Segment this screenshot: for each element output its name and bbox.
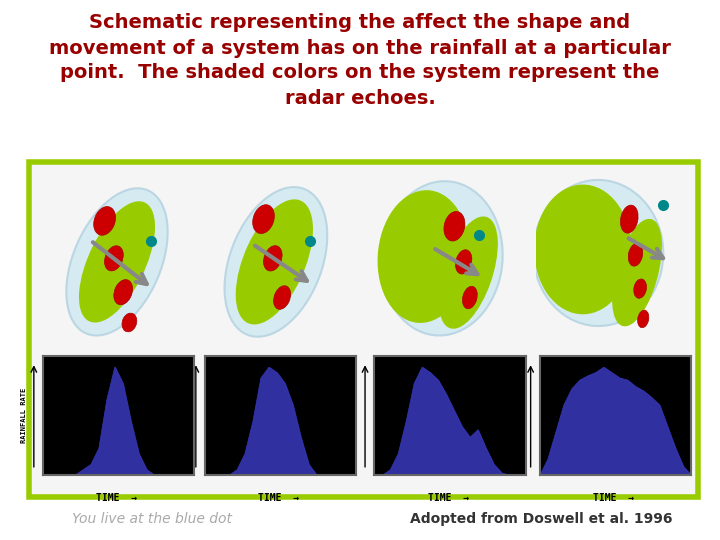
Ellipse shape xyxy=(274,286,291,309)
Ellipse shape xyxy=(80,202,154,322)
Text: Schematic representing the affect the shape and
movement of a system has on the : Schematic representing the affect the sh… xyxy=(49,14,671,107)
Text: Adopted from Doswell et al. 1996: Adopted from Doswell et al. 1996 xyxy=(410,512,673,526)
Ellipse shape xyxy=(66,188,168,335)
Ellipse shape xyxy=(253,205,274,234)
Text: RAINFALL RATE: RAINFALL RATE xyxy=(21,388,27,443)
Ellipse shape xyxy=(462,286,477,309)
Ellipse shape xyxy=(378,191,469,322)
Ellipse shape xyxy=(236,200,312,324)
FancyBboxPatch shape xyxy=(29,162,698,497)
Text: TIME  →: TIME → xyxy=(428,493,469,503)
Ellipse shape xyxy=(613,220,661,326)
Ellipse shape xyxy=(264,246,282,271)
Ellipse shape xyxy=(382,181,503,335)
Text: RAINFALL RATE: RAINFALL RATE xyxy=(352,388,358,443)
Ellipse shape xyxy=(621,205,638,233)
Ellipse shape xyxy=(122,313,137,332)
Ellipse shape xyxy=(634,279,647,298)
Ellipse shape xyxy=(535,185,631,314)
Ellipse shape xyxy=(638,310,649,328)
Text: TIME  →: TIME → xyxy=(96,493,138,503)
Ellipse shape xyxy=(225,187,328,337)
Ellipse shape xyxy=(444,212,465,241)
Ellipse shape xyxy=(114,280,132,305)
Ellipse shape xyxy=(439,217,497,328)
Ellipse shape xyxy=(456,250,472,274)
Text: TIME  →: TIME → xyxy=(593,493,634,503)
Ellipse shape xyxy=(104,246,123,271)
Text: TIME  →: TIME → xyxy=(258,493,300,503)
Ellipse shape xyxy=(629,244,643,266)
Text: You live at the blue dot: You live at the blue dot xyxy=(72,512,232,526)
Ellipse shape xyxy=(534,180,663,326)
Ellipse shape xyxy=(94,207,115,235)
Text: RAINFALL RATE: RAINFALL RATE xyxy=(518,388,523,443)
Text: RAINFALL RATE: RAINFALL RATE xyxy=(183,388,189,443)
